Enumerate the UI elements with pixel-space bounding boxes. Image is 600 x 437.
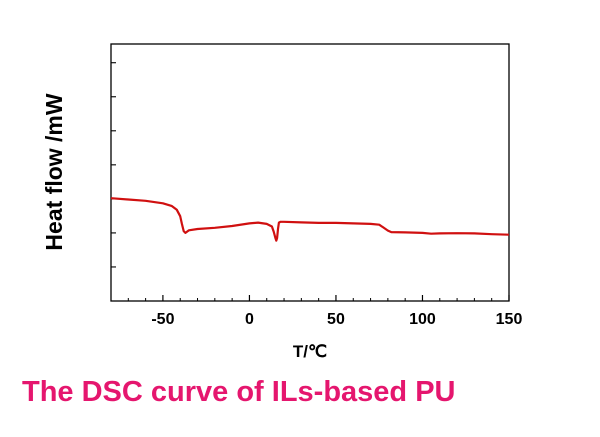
x-tick-label: 50 bbox=[327, 311, 345, 328]
x-tick-label: -50 bbox=[151, 311, 174, 328]
x-tick-label: 0 bbox=[245, 311, 254, 328]
dsc-curve-line bbox=[110, 197, 510, 242]
x-tick-label: 100 bbox=[409, 311, 436, 328]
figure-caption: The DSC curve of ILs-based PU bbox=[22, 376, 456, 408]
x-axis-label: T/℃ bbox=[293, 342, 327, 361]
x-tick-labels: -50 0 50 100 150 bbox=[151, 311, 522, 328]
dsc-chart: -50 0 50 100 150 T/℃ Heat flow /mW bbox=[41, 43, 522, 361]
axis-ticks bbox=[110, 62, 510, 301]
x-tick-label: 150 bbox=[496, 311, 523, 328]
y-axis-label: Heat flow /mW bbox=[41, 93, 67, 250]
plot-frame bbox=[110, 43, 510, 302]
